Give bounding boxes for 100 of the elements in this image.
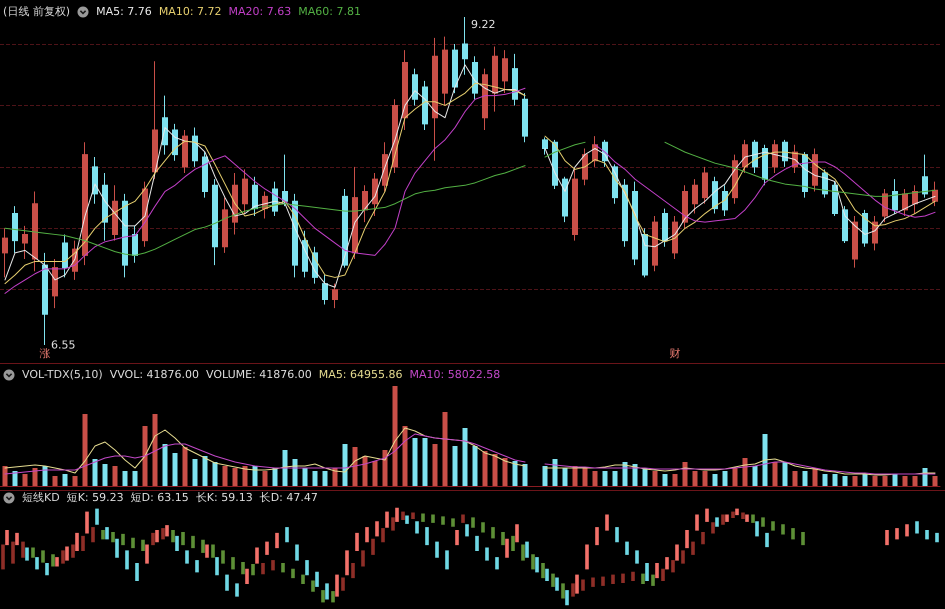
text: MA5: 64955.86: [318, 368, 402, 381]
bar: [822, 474, 828, 486]
bar: [602, 471, 608, 486]
bar: [852, 476, 858, 486]
bar: [302, 468, 308, 486]
bar: [262, 471, 268, 486]
bar: [662, 474, 668, 486]
bar: [652, 471, 658, 486]
text: MA60: 7.81: [298, 5, 361, 18]
chart-title: (日线 前复权): [3, 5, 70, 18]
bar: [882, 476, 888, 486]
bar: [552, 459, 558, 486]
candlestick: [482, 68, 488, 131]
candlestick: [912, 184, 918, 214]
bar: [412, 438, 418, 486]
bar: [512, 461, 518, 486]
bar: [772, 462, 778, 486]
candlestick: [722, 184, 728, 217]
candlestick: [882, 188, 888, 223]
text: 长D: 47.47: [260, 491, 318, 504]
candlestick: [202, 152, 208, 198]
candlestick: [122, 193, 128, 278]
bar: [212, 462, 218, 486]
bar: [362, 456, 368, 486]
candlestick: [42, 252, 48, 346]
bar: [432, 444, 438, 486]
bar: [152, 414, 158, 486]
bar: [102, 464, 108, 486]
bar: [582, 468, 588, 486]
x-tick-label: 涨: [40, 347, 50, 360]
bar: [722, 471, 728, 486]
bar: [642, 468, 648, 486]
bar: [92, 459, 98, 486]
candlestick: [542, 136, 548, 156]
bar: [442, 412, 448, 486]
candlestick: [832, 181, 838, 217]
candlestick: [22, 225, 28, 260]
candlestick: [782, 139, 788, 168]
bar: [112, 466, 118, 486]
candlestick: [412, 68, 418, 106]
candlestick: [742, 139, 748, 174]
candlestick: [922, 154, 928, 198]
bar: [892, 474, 898, 486]
candlestick: [52, 258, 58, 309]
bar: [842, 476, 848, 486]
bar: [802, 471, 808, 486]
text: MA10: 58022.58: [410, 368, 500, 381]
candlestick: [582, 148, 588, 186]
candlestick: [342, 188, 348, 268]
candlestick: [772, 139, 778, 174]
bar: [332, 468, 338, 486]
bar: [542, 466, 548, 486]
bar: [482, 451, 488, 486]
candlestick: [662, 208, 668, 248]
annotation: 9.22: [471, 18, 496, 31]
candlestick: [352, 166, 358, 260]
bar: [752, 466, 758, 486]
bar: [132, 471, 138, 486]
bar: [122, 471, 128, 486]
bar: [382, 450, 388, 486]
bar: [2, 466, 8, 486]
candlestick: [682, 184, 688, 229]
candlestick: [712, 176, 718, 214]
bar: [72, 476, 78, 486]
bar: [342, 444, 348, 486]
bar: [692, 471, 698, 486]
candlestick: [842, 206, 848, 244]
candlestick: [252, 176, 258, 217]
candlestick: [212, 178, 218, 266]
bar: [242, 466, 248, 486]
text: MA5: 7.76: [96, 5, 152, 18]
candlestick: [112, 184, 118, 242]
candlestick: [452, 44, 458, 94]
bar: [192, 459, 198, 486]
bar: [12, 471, 18, 486]
bar: [322, 471, 328, 486]
candlestick: [692, 178, 698, 214]
candlestick: [242, 168, 248, 214]
bar: [172, 453, 178, 486]
bar: [902, 476, 908, 486]
candlestick: [632, 181, 638, 266]
candlestick: [422, 80, 428, 131]
bar: [142, 426, 148, 486]
candlestick: [2, 228, 8, 278]
bar: [572, 466, 578, 486]
bar: [732, 468, 738, 486]
text: VOLUME: 41876.00: [206, 368, 312, 381]
candlestick: [762, 144, 768, 186]
candlestick: [62, 234, 68, 278]
bar: [682, 462, 688, 486]
candlestick: [902, 188, 908, 217]
bar: [422, 438, 428, 486]
candlestick: [752, 139, 758, 174]
bar: [522, 464, 528, 486]
bar: [22, 474, 28, 486]
bar: [222, 466, 228, 486]
bar: [62, 474, 68, 486]
candlestick: [12, 206, 18, 254]
candlestick: [152, 60, 158, 180]
candlestick: [222, 197, 228, 254]
